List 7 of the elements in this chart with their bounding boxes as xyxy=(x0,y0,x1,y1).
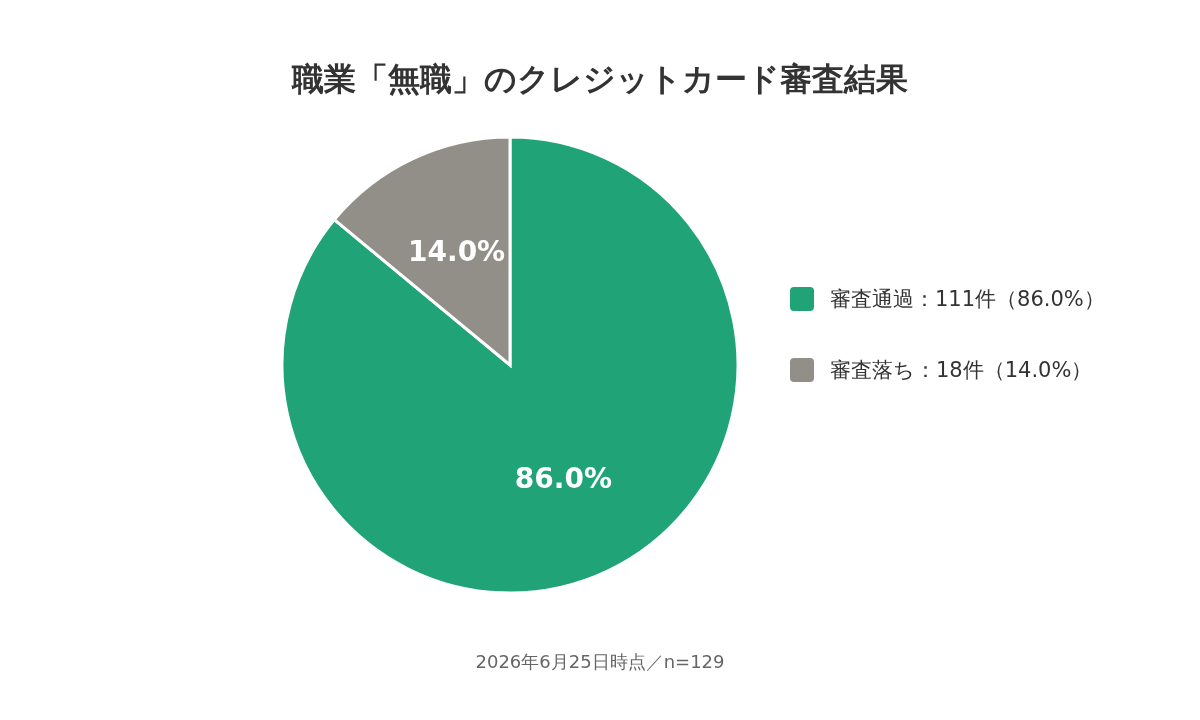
text: 2026年6月25日時点／n=129 xyxy=(474,650,726,674)
legend-label: 審査落ち：18件（14.0%） xyxy=(830,357,1093,384)
data-label: 14.0% xyxy=(408,235,506,269)
pie-slice xyxy=(280,135,740,595)
chart-title: 職業「無職」のクレジットカード審査結果 xyxy=(290,59,909,100)
legend-label: 審査通過：111件（86.0%） xyxy=(830,286,1105,313)
data-label: 86.0% xyxy=(514,461,612,495)
